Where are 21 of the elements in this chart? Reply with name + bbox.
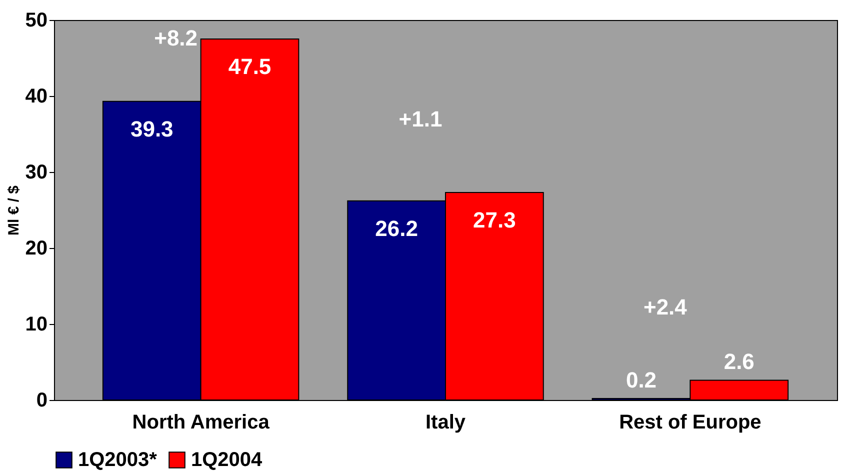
annotation: +8.2	[154, 25, 198, 50]
data-label: 47.5	[228, 54, 272, 79]
annotation: +2.4	[643, 294, 688, 320]
y-tick-label: 50	[25, 10, 48, 32]
y-tick-label: 40	[25, 86, 48, 108]
legend-label: 1Q2004	[191, 449, 264, 471]
y-tick-label: 30	[25, 162, 48, 184]
data-label: 26.2	[375, 216, 418, 241]
data-label: 39.3	[130, 116, 174, 142]
data-label: 27.3	[473, 208, 516, 233]
data-label: 2.6	[724, 349, 754, 374]
y-tick-label: 20	[25, 238, 48, 260]
legend-label: 1Q2003*	[78, 449, 158, 471]
annotation: +1.1	[398, 106, 442, 132]
x-tick-label: Rest of Europe	[619, 412, 762, 434]
data-label: 0.2	[626, 367, 657, 392]
y-axis-title: Ml € / $	[5, 184, 22, 236]
y-tick-label: 10	[25, 314, 48, 336]
y-tick-label: 0	[36, 390, 48, 412]
x-tick-label: North America	[132, 412, 270, 434]
x-tick-label: Italy	[425, 412, 466, 434]
